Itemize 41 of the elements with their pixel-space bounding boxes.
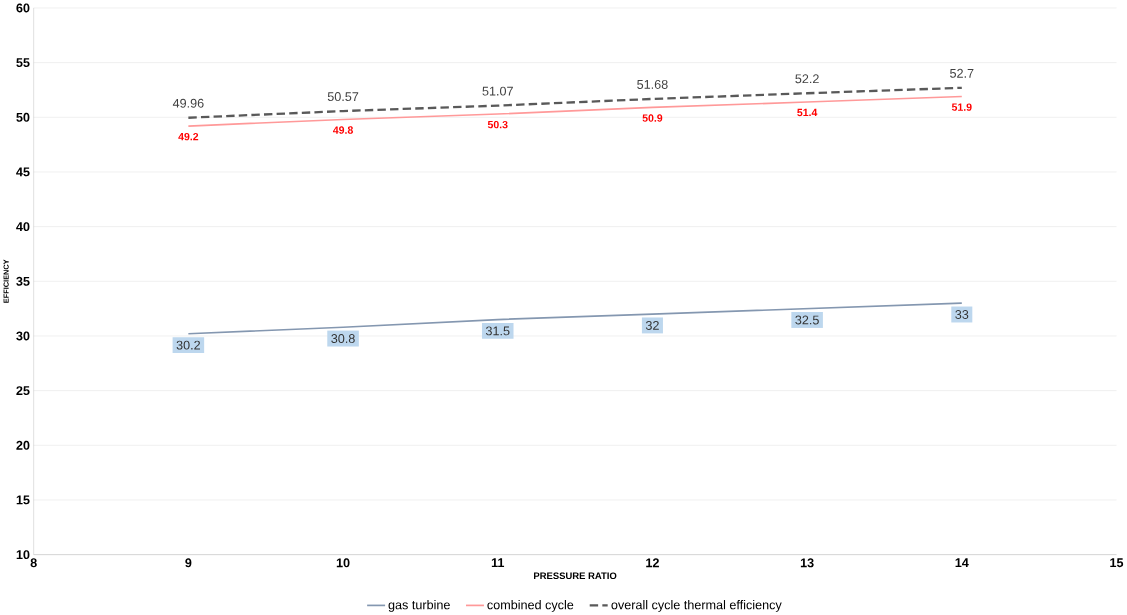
y-tick-label: 55 [16, 58, 30, 68]
x-tick-label: 11 [491, 558, 505, 568]
y-tick-label: 45 [16, 167, 30, 177]
data-label: 50.57 [327, 92, 359, 102]
data-label: 31.5 [485, 326, 510, 336]
data-label: 32 [645, 320, 659, 330]
y-tick-label: 40 [16, 222, 30, 232]
data-label: 33 [955, 310, 969, 319]
legend-label: combined cycle [487, 600, 574, 612]
y-tick-label: 10 [16, 550, 30, 560]
x-tick-label: 12 [646, 558, 659, 568]
data-label: 49.8 [332, 126, 353, 134]
data-label: 30.2 [176, 340, 201, 350]
y-tick-label: 60 [16, 3, 30, 13]
y-tick-label: 20 [16, 440, 30, 450]
data-label: 32.5 [795, 315, 819, 325]
data-label: 49.96 [172, 98, 204, 108]
x-axis-title: PRESSURE RATIO [534, 572, 617, 580]
x-tick-label: 10 [336, 558, 350, 568]
data-label: 51.4 [797, 108, 818, 117]
x-tick-label: 14 [955, 558, 969, 568]
data-label: 50.3 [487, 120, 508, 129]
x-tick-label: 13 [800, 558, 814, 568]
data-label: 51.9 [951, 103, 972, 111]
data-label: 52.7 [950, 68, 974, 78]
data-label: 30.8 [331, 334, 355, 344]
legend-label: gas turbine [388, 600, 450, 612]
y-tick-label: 35 [16, 276, 30, 286]
data-label: 51.07 [482, 86, 513, 96]
data-label: 50.9 [642, 114, 663, 122]
data-label: 52.2 [795, 74, 819, 84]
data-label: 49.2 [178, 132, 199, 141]
x-tick-label: 15 [1110, 558, 1124, 568]
data-label: 51.68 [637, 80, 668, 89]
y-tick-label: 30 [16, 331, 30, 341]
legend-label: overall cycle thermal efficiency [611, 600, 782, 612]
y-tick-label: 50 [16, 112, 30, 122]
y-tick-label: 25 [16, 386, 30, 396]
x-tick-label: 8 [30, 558, 37, 568]
y-tick-label: 15 [16, 495, 30, 505]
x-tick-label: 9 [185, 558, 192, 568]
